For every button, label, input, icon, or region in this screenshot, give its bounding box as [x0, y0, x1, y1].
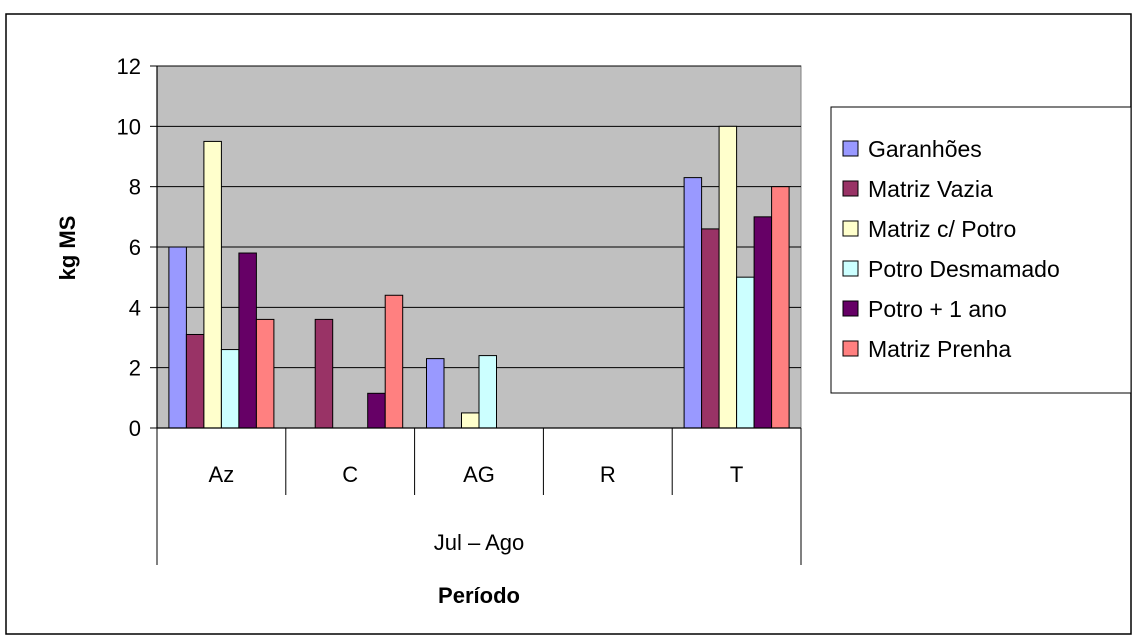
bar-AG-2 — [461, 412, 480, 429]
bar-Az-4 — [238, 252, 257, 429]
legend-swatch — [842, 180, 859, 197]
y-tick-label: 0 — [129, 416, 141, 441]
bar-C-4 — [367, 392, 386, 429]
bar-T-1 — [701, 228, 720, 429]
x-tick-label: R — [600, 462, 616, 487]
bar-T-5 — [771, 186, 790, 429]
axes — [150, 65, 802, 565]
bar-Az-3 — [220, 349, 240, 429]
y-tick-label: 10 — [117, 114, 141, 139]
legend-swatch — [842, 220, 859, 237]
legend-label: Garanhões — [868, 136, 982, 162]
legend-label: Potro + 1 ano — [868, 296, 1007, 322]
legend-swatch — [842, 260, 859, 277]
group-label: Jul – Ago — [434, 530, 525, 555]
y-tick-labels: 0 2 4 6 8 10 12 — [117, 54, 141, 441]
x-tick-label: AG — [463, 462, 495, 487]
bar-Az-5 — [255, 318, 275, 429]
x-tick-label: Az — [209, 462, 235, 487]
y-tick-label: 4 — [129, 295, 141, 320]
legend-swatch — [842, 140, 859, 157]
bar-AG-0 — [426, 358, 445, 429]
y-tick-label: 6 — [129, 235, 141, 260]
x-axis-title: Período — [438, 583, 520, 608]
legend-label: Matriz Vazia — [868, 176, 993, 202]
bars — [168, 125, 790, 429]
bar-AG-3 — [478, 355, 497, 429]
legend-label: Matriz c/ Potro — [868, 216, 1016, 242]
y-tick-label: 8 — [129, 175, 141, 200]
bar-Az-1 — [185, 333, 205, 429]
x-tick-label: C — [342, 462, 358, 487]
bar-T-0 — [683, 177, 703, 429]
legend-label: Potro Desmamado — [868, 256, 1060, 282]
bar-C-5 — [384, 294, 404, 429]
legend-swatch — [842, 300, 859, 317]
bar-T-3 — [736, 276, 755, 429]
legend-swatch — [842, 340, 859, 357]
x-tick-labels: Az C AG R T — [209, 462, 744, 487]
bar-Az-2 — [203, 140, 222, 429]
legend: Garanhões Matriz Vazia Matriz c/ Potro Potr… — [830, 106, 1132, 394]
bar-C-1 — [314, 318, 334, 429]
y-tick-label: 2 — [129, 356, 141, 381]
x-tick-label: T — [730, 462, 743, 487]
bar-T-2 — [718, 125, 738, 429]
bar-Az-0 — [168, 246, 187, 429]
legend-label: Matriz Prenha — [868, 336, 1011, 362]
y-tick-label: 12 — [117, 54, 141, 79]
y-axis-title: kg MS — [55, 216, 80, 281]
legend-box — [830, 106, 1132, 394]
bar-T-4 — [753, 216, 773, 429]
